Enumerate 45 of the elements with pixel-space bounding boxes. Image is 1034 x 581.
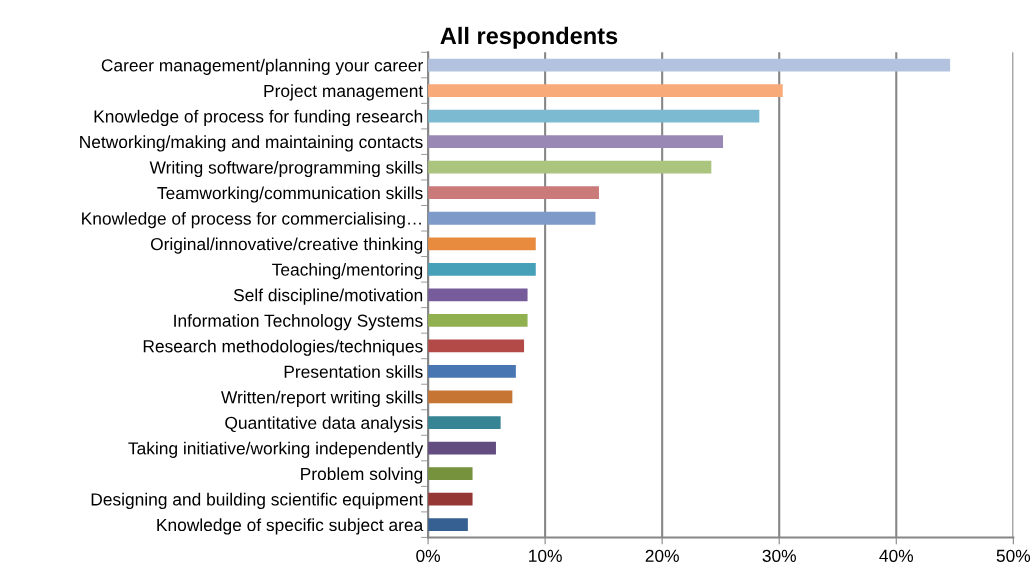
bar: [428, 109, 760, 123]
bar: [428, 160, 712, 174]
y-tick-label: Designing and building scientific equipment: [91, 492, 424, 510]
y-tick-label: Research methodologies/techniques: [143, 339, 423, 356]
bar: [428, 314, 528, 327]
chart-title: All respondents: [440, 26, 618, 49]
x-tick-label: 40%: [879, 549, 914, 562]
y-tick-label: Information Technology Systems: [174, 314, 423, 331]
y-tick-label: Self discipline/motivation: [233, 288, 423, 305]
x-tick-label: 0%: [416, 549, 440, 562]
y-tick-label: Written/report writing skills: [221, 390, 423, 407]
bar: [428, 365, 516, 378]
y-tick-label: Presentation skills: [284, 365, 423, 378]
y-tick-label: Taking initiative/working independently: [128, 441, 424, 458]
x-tick-label: 50%: [996, 549, 1031, 562]
bar: [428, 84, 783, 97]
y-tick-label: Career management/planning your career: [101, 58, 423, 75]
x-tick-label: 30%: [762, 549, 796, 562]
y-tick-label: Teaching/mentoring: [272, 263, 423, 280]
x-tick-label: 20%: [645, 549, 679, 562]
y-tick-label: Teamworking/communication skills: [157, 186, 423, 203]
x-tick-label: 10%: [529, 549, 562, 562]
y-tick-label: Knowledge of specific subject area: [157, 518, 424, 535]
y-tick-label: Project management: [264, 84, 424, 101]
y-tick-label: Knowledge of process for funding research: [94, 109, 423, 127]
y-tick-label: Writing software/programming skills: [149, 160, 423, 178]
bar: [428, 288, 528, 302]
bar: [428, 58, 951, 72]
bar: [428, 518, 468, 532]
bar: [428, 390, 513, 404]
bar: [428, 467, 473, 480]
y-tick-label: Quantitative data analysis: [225, 416, 423, 433]
bar: [428, 492, 473, 506]
bar: [428, 441, 496, 455]
y-tick-label: Knowledge of process for commercialising…: [82, 211, 421, 229]
y-tick-label: Problem solving: [301, 467, 423, 484]
bar: [428, 416, 501, 429]
bar: [428, 237, 536, 251]
bar: [428, 339, 525, 353]
y-tick-label: Networking/making and maintaining contacts: [80, 135, 423, 152]
bar: [428, 186, 599, 200]
bar: [428, 262, 536, 276]
bar: [428, 135, 724, 149]
bar: [428, 211, 596, 225]
y-tick-label: Original/innovative/creative thinking: [150, 237, 423, 254]
